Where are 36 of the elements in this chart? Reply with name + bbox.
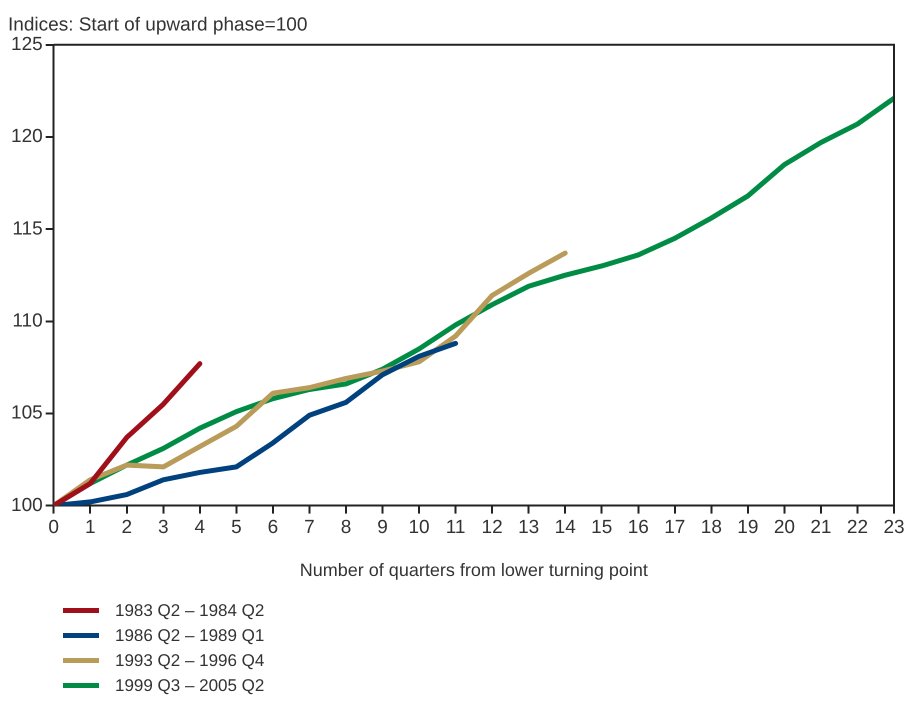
x-tick-label: 1 xyxy=(84,517,96,538)
legend-label: 1986 Q2 – 1989 Q1 xyxy=(115,626,264,646)
x-tick-label: 13 xyxy=(518,517,540,538)
legend-label: 1993 Q2 – 1996 Q4 xyxy=(115,650,264,670)
y-tick-label: 105 xyxy=(11,402,43,424)
legend-label: 1983 Q2 – 1984 Q2 xyxy=(115,600,264,620)
x-tick-label: 18 xyxy=(700,517,722,538)
x-tick-label: 9 xyxy=(377,517,388,538)
x-tick-label: 12 xyxy=(482,517,503,538)
x-tick-label: 3 xyxy=(158,517,169,538)
x-tick-label: 21 xyxy=(810,517,832,538)
y-tick-label: 110 xyxy=(12,310,43,332)
x-tick-label: 20 xyxy=(774,517,795,538)
x-tick-label: 17 xyxy=(664,517,686,538)
x-tick-label: 8 xyxy=(340,517,352,538)
x-tick-label: 6 xyxy=(268,517,278,538)
x-tick-label: 2 xyxy=(121,517,132,538)
x-tick-label: 11 xyxy=(446,517,466,538)
x-tick-label: 7 xyxy=(304,517,315,538)
x-tick-label: 23 xyxy=(883,517,905,538)
x-tick-label: 10 xyxy=(408,517,430,538)
x-tick-label: 16 xyxy=(628,517,649,538)
x-tick-label: 22 xyxy=(846,517,868,538)
legend-label: 1999 Q3 – 2005 Q2 xyxy=(115,676,264,696)
x-tick-label: 0 xyxy=(48,517,59,538)
chart-title: Indices: Start of upward phase=100 xyxy=(8,14,308,36)
x-axis-title: Number of quarters from lower turning point xyxy=(300,560,648,580)
y-tick-label: 120 xyxy=(11,126,43,148)
y-tick-label: 115 xyxy=(12,218,43,240)
x-tick-label: 14 xyxy=(554,517,576,538)
x-tick-label: 4 xyxy=(194,517,206,538)
x-tick-label: 19 xyxy=(737,517,758,538)
x-tick-label: 15 xyxy=(591,517,612,538)
x-tick-label: 5 xyxy=(231,517,242,538)
y-tick-label: 100 xyxy=(11,494,43,516)
y-tick-label: 125 xyxy=(11,34,43,56)
